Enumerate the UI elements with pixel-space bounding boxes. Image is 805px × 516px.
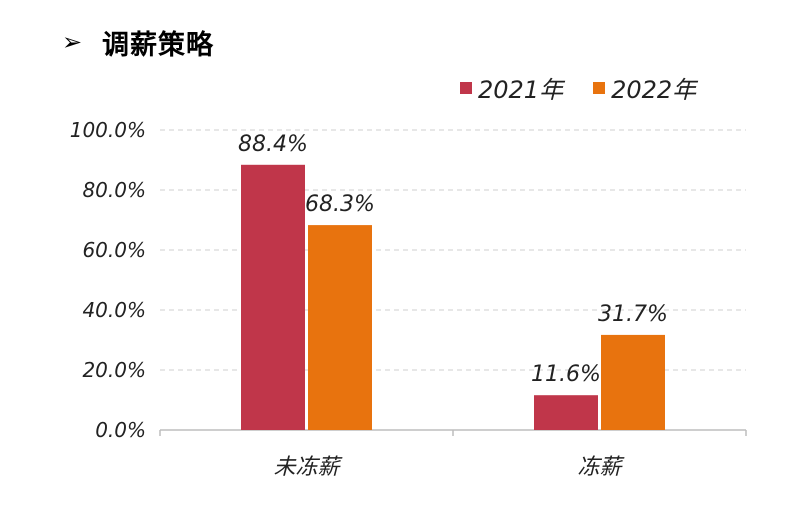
y-tick-label: 80.0%: [82, 178, 146, 202]
legend: 2021年 2022年: [460, 70, 726, 105]
legend-item-2021: 2021年: [460, 70, 563, 105]
y-tick-label: 100.0%: [70, 118, 146, 142]
data-label: 68.3%: [305, 192, 375, 217]
legend-label-2022: 2022年: [611, 76, 697, 104]
page-title: 调薪策略: [102, 29, 214, 61]
category-label: 冻薪: [577, 455, 625, 480]
y-tick-label: 60.0%: [82, 238, 146, 262]
y-tick-label: 40.0%: [82, 298, 146, 322]
bar-2022-frozen: [601, 334, 665, 430]
legend-label-2021: 2021年: [478, 76, 564, 104]
y-tick-label: 0.0%: [95, 418, 146, 442]
legend-item-2022: 2022年: [593, 70, 696, 105]
y-tick-label: 20.0%: [82, 358, 146, 382]
arrow-bullet-icon: ➢: [62, 28, 83, 56]
bar-2021-unfrozen: [241, 164, 305, 431]
data-label: 11.6%: [531, 362, 601, 387]
data-label: 31.7%: [598, 302, 668, 327]
category-label: 未冻薪: [273, 455, 343, 480]
legend-swatch-2021: [460, 81, 472, 94]
header: ➢ 调薪策略: [62, 22, 214, 62]
legend-swatch-2022: [593, 81, 606, 94]
bar-2022-unfrozen: [308, 225, 372, 430]
bar-2021-frozen: [534, 395, 598, 430]
data-label: 88.4%: [238, 132, 308, 157]
